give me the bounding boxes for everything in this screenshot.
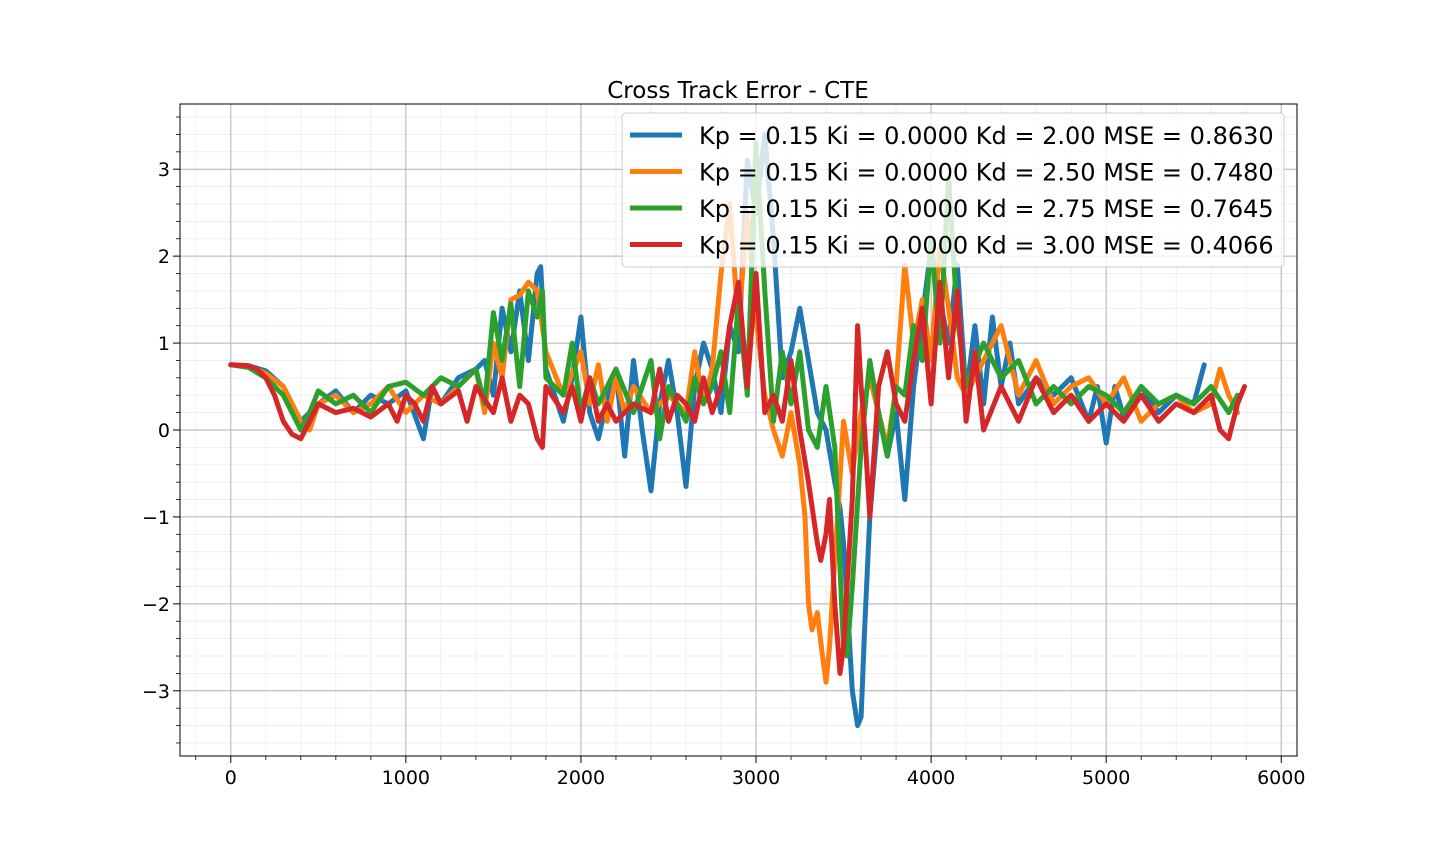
y-tick-label: −1 [142, 507, 170, 529]
x-tick-label: 3000 [732, 767, 780, 789]
x-tick-label: 5000 [1082, 767, 1130, 789]
legend: Kp = 0.15 Ki = 0.0000 Kd = 2.00 MSE = 0.… [621, 112, 1285, 268]
legend-label-3: Kp = 0.15 Ki = 0.0000 Kd = 2.75 MSE = 0.… [699, 195, 1274, 223]
x-tick-label: 0 [225, 767, 237, 789]
legend-label-1: Kp = 0.15 Ki = 0.0000 Kd = 2.00 MSE = 0.… [699, 122, 1274, 150]
legend-label-4: Kp = 0.15 Ki = 0.0000 Kd = 3.00 MSE = 0.… [699, 232, 1274, 260]
y-tick-label: 1 [158, 333, 170, 355]
axes-layer: 0 1000 2000 3000 4000 5000 6000 −3 −2 −1 0 1 2 3 [142, 103, 1305, 789]
y-tick-label: 0 [158, 420, 170, 442]
y-tick-label: 3 [158, 159, 170, 181]
x-tick-label: 6000 [1257, 767, 1305, 789]
legend-box [621, 112, 1285, 268]
y-tick-label: −3 [142, 681, 170, 703]
x-tick-label: 1000 [382, 767, 430, 789]
y-tick-label: 2 [158, 246, 170, 268]
series-line-4 [228, 271, 1247, 676]
x-tick-label: 2000 [557, 767, 605, 789]
legend-label-2: Kp = 0.15 Ki = 0.0000 Kd = 2.50 MSE = 0.… [699, 159, 1274, 187]
chart-title: Cross Track Error - CTE [607, 78, 868, 104]
y-tick-label: −2 [142, 594, 170, 616]
x-tick-label: 4000 [907, 767, 955, 789]
